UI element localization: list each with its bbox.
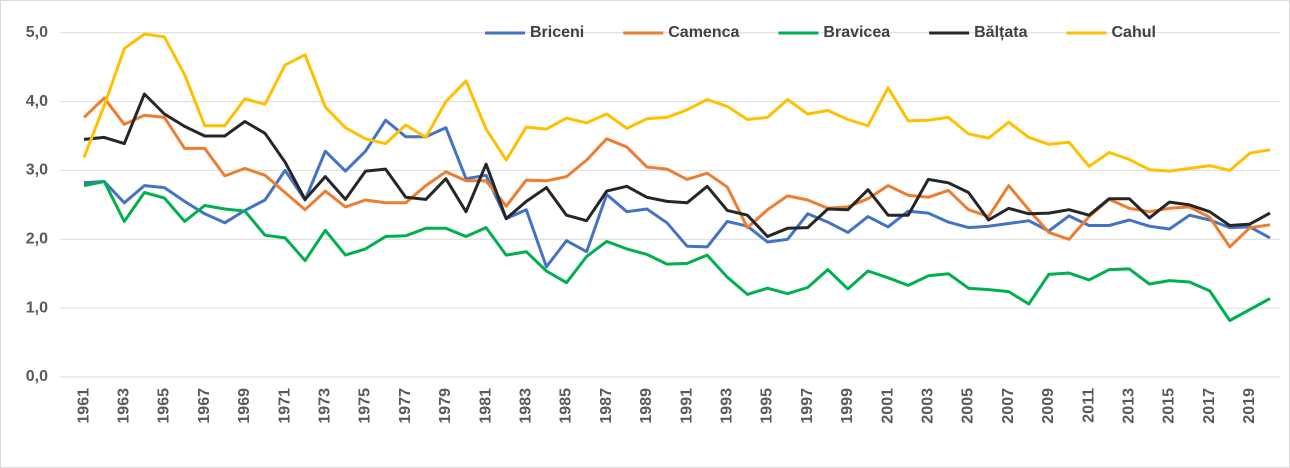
y-tick-label: 2,0 xyxy=(26,231,48,248)
x-tick-label: 1991 xyxy=(678,388,695,424)
x-tick-label: 1979 xyxy=(437,388,454,424)
x-tick-label: 2015 xyxy=(1161,388,1178,424)
x-tick-label: 1995 xyxy=(759,388,776,424)
x-tick-label: 2019 xyxy=(1241,388,1258,424)
series-line xyxy=(83,180,1271,322)
x-tick-label: 1965 xyxy=(156,388,173,424)
x-tick-label: 2005 xyxy=(960,388,977,424)
x-tick-label: 1981 xyxy=(477,388,494,424)
x-tick-label: 1977 xyxy=(397,388,414,424)
legend-label: Bravicea xyxy=(823,24,890,41)
x-tick-label: 2017 xyxy=(1201,388,1218,424)
x-tick-label: 1973 xyxy=(316,388,333,424)
legend-label: Bălțata xyxy=(974,24,1027,41)
legend-label: Camenca xyxy=(668,24,739,41)
x-tick-label: 1999 xyxy=(839,388,856,424)
x-tick-label: 1969 xyxy=(236,388,253,424)
x-tick-label: 1985 xyxy=(558,388,575,424)
x-tick-label: 1961 xyxy=(75,388,92,424)
x-tick-label: 2011 xyxy=(1080,388,1097,423)
x-tick-label: 2007 xyxy=(1000,388,1017,424)
x-tick-label: 1997 xyxy=(799,388,816,424)
y-tick-label: 1,0 xyxy=(26,299,48,316)
x-tick-label: 1963 xyxy=(115,388,132,424)
series-line xyxy=(83,118,1271,269)
x-tick-label: 1993 xyxy=(718,388,735,424)
y-tick-label: 0,0 xyxy=(26,368,48,385)
x-tick-label: 1983 xyxy=(517,388,534,424)
series-line xyxy=(82,32,1271,173)
x-tick-label: 1967 xyxy=(196,388,213,424)
y-tick-label: 4,0 xyxy=(26,93,48,110)
x-tick-label: 1987 xyxy=(598,388,615,424)
x-tick-label: 2009 xyxy=(1040,388,1057,424)
x-tick-label: 1989 xyxy=(638,388,655,424)
x-tick-label: 2003 xyxy=(919,388,936,424)
legend-label: Cahul xyxy=(1111,24,1155,41)
x-tick-label: 1975 xyxy=(357,388,374,424)
x-tick-label: 2013 xyxy=(1120,388,1137,424)
x-tick-label: 1971 xyxy=(276,388,293,424)
series-line xyxy=(82,96,1271,249)
y-tick-label: 5,0 xyxy=(26,24,48,41)
x-tick-label: 2001 xyxy=(879,388,896,424)
series-line xyxy=(83,92,1271,238)
y-tick-label: 3,0 xyxy=(26,162,48,179)
legend-label: Briceni xyxy=(530,24,584,41)
